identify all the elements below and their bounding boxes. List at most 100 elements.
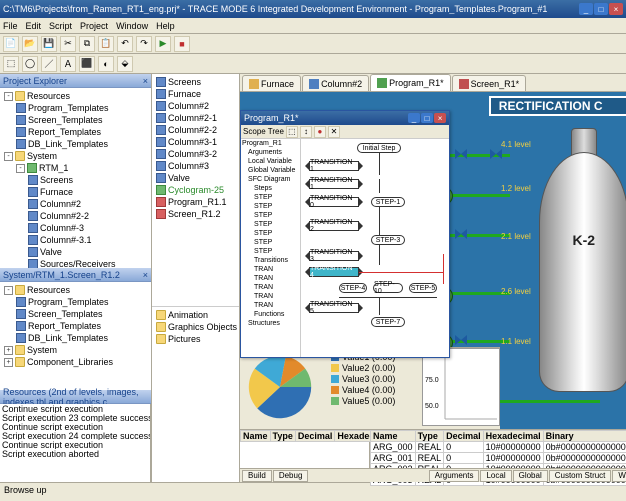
- tree-item[interactable]: TRAN: [242, 284, 299, 293]
- variables-grid-1[interactable]: NameTypeDecimalHexadecimal: [240, 430, 370, 468]
- tree-item[interactable]: -Resources: [2, 284, 149, 296]
- tree-item[interactable]: Sources/Receivers: [2, 258, 149, 268]
- tab-program[interactable]: Program_R1*: [370, 74, 451, 91]
- copy-icon[interactable]: ⧉: [79, 36, 95, 52]
- tree-item[interactable]: Program_R1: [242, 140, 299, 149]
- minimize-button[interactable]: _: [408, 113, 420, 123]
- tool-icon[interactable]: ↕: [300, 126, 312, 138]
- list-item[interactable]: Column#3-2: [154, 148, 237, 160]
- menu-window[interactable]: Window: [116, 21, 148, 31]
- tree-item[interactable]: Valve: [2, 246, 149, 258]
- list-item[interactable]: Column#2-2: [154, 124, 237, 136]
- tab-local[interactable]: Local: [480, 470, 511, 482]
- tree-item[interactable]: STEP: [242, 212, 299, 221]
- tree-item[interactable]: Column#-3: [2, 222, 149, 234]
- variables-grid-2[interactable]: NameTypeDecimalHexadecimalBinaryARG_000R…: [370, 430, 626, 468]
- close-button[interactable]: ×: [609, 3, 623, 15]
- tree-item[interactable]: +Component_Libraries: [2, 356, 149, 368]
- tree-item[interactable]: DB_Link_Templates: [2, 138, 149, 150]
- menu-file[interactable]: File: [3, 21, 18, 31]
- tree-item[interactable]: SFC Diagram: [242, 176, 299, 185]
- list-item[interactable]: Valve: [154, 172, 237, 184]
- list-item[interactable]: Pictures: [154, 333, 237, 345]
- valve-icon[interactable]: [455, 335, 467, 345]
- tool-icon[interactable]: ⬙: [117, 56, 133, 72]
- undo-icon[interactable]: ↶: [117, 36, 133, 52]
- program-editor-window[interactable]: Program_R1* _ □ × Scope Tree ⬚ ↕ ● ✕ Pro…: [240, 110, 450, 358]
- table-row[interactable]: ARG_000REAL010#000000000b#00000000000000…: [371, 442, 626, 453]
- tree-item[interactable]: Local Variable: [242, 158, 299, 167]
- valve-icon[interactable]: [490, 149, 502, 159]
- project-explorer-tree[interactable]: -ResourcesProgram_TemplatesScreen_Templa…: [0, 88, 151, 268]
- tree-item[interactable]: Column#2-2: [2, 210, 149, 222]
- maximize-button[interactable]: □: [421, 113, 433, 123]
- close-icon[interactable]: ×: [143, 270, 148, 280]
- menu-project[interactable]: Project: [80, 21, 108, 31]
- list-item[interactable]: Screens: [154, 76, 237, 88]
- list-item[interactable]: Column#2: [154, 100, 237, 112]
- tree-item[interactable]: DB_Link_Templates: [2, 332, 149, 344]
- tab-custom[interactable]: Custom Struct: [549, 470, 612, 482]
- table-row[interactable]: ARG_001REAL010#000000000b#00000000000000…: [371, 453, 626, 464]
- sfc-transition[interactable]: TRANSITION 1: [309, 179, 359, 189]
- list-item[interactable]: Program_R1.1: [154, 196, 237, 208]
- valve-icon[interactable]: [455, 149, 467, 159]
- tree-item[interactable]: Structures: [242, 320, 299, 329]
- tree-item[interactable]: TRAN: [242, 275, 299, 284]
- mid-list-2[interactable]: AnimationGraphics ObjectsPictures: [152, 306, 239, 482]
- system-tree[interactable]: -ResourcesProgram_TemplatesScreen_Templa…: [0, 282, 151, 390]
- stop-icon[interactable]: ■: [174, 36, 190, 52]
- list-item[interactable]: Screen_R1.2: [154, 208, 237, 220]
- minimize-button[interactable]: _: [579, 3, 593, 15]
- list-item[interactable]: Furnace: [154, 88, 237, 100]
- tree-item[interactable]: Steps: [242, 185, 299, 194]
- sfc-diagram[interactable]: Initial Step TRANSITION 1 TRANSITION 1 T…: [301, 139, 449, 357]
- sfc-transition[interactable]: TRANSITION 2: [309, 221, 359, 231]
- message-list[interactable]: Continue script executionScript executio…: [0, 404, 151, 482]
- tab-furnace[interactable]: Furnace: [242, 75, 301, 91]
- tool-icon[interactable]: ⬛: [79, 56, 95, 72]
- tab-global[interactable]: Global: [513, 470, 548, 482]
- tool-icon[interactable]: ◯: [22, 56, 38, 72]
- tree-item[interactable]: Program_Templates: [2, 296, 149, 308]
- sfc-step[interactable]: STEP-4: [339, 283, 367, 293]
- tree-item[interactable]: Report_Templates: [2, 126, 149, 138]
- close-button[interactable]: ×: [434, 113, 446, 123]
- tool-icon[interactable]: ✕: [328, 126, 340, 138]
- tree-item[interactable]: Functions: [242, 311, 299, 320]
- sfc-transition[interactable]: TRANSITION 1: [309, 161, 359, 171]
- sfc-step[interactable]: STEP-3: [371, 235, 405, 245]
- menu-edit[interactable]: Edit: [26, 21, 42, 31]
- tree-item[interactable]: TRAN: [242, 293, 299, 302]
- list-item[interactable]: Animation: [154, 309, 237, 321]
- tree-item[interactable]: -Resources: [2, 90, 149, 102]
- list-item[interactable]: Column#3-1: [154, 136, 237, 148]
- tool-icon[interactable]: ／: [41, 56, 57, 72]
- redo-icon[interactable]: ↷: [136, 36, 152, 52]
- tree-item[interactable]: Report_Templates: [2, 320, 149, 332]
- tab-build[interactable]: Build: [242, 470, 272, 482]
- tool-icon[interactable]: ◐: [98, 56, 114, 72]
- list-item[interactable]: Cyclogram-25: [154, 184, 237, 196]
- tab-debug[interactable]: Debug: [273, 470, 309, 482]
- sfc-step[interactable]: STEP-7: [371, 317, 405, 327]
- run-icon[interactable]: ▶: [155, 36, 171, 52]
- save-icon[interactable]: 💾: [41, 36, 57, 52]
- sfc-transition[interactable]: TRANSITION 5: [309, 303, 359, 313]
- tool-icon[interactable]: ⬚: [3, 56, 19, 72]
- tree-item[interactable]: Arguments: [242, 149, 299, 158]
- tool-icon[interactable]: Ａ: [60, 56, 76, 72]
- tree-item[interactable]: -System: [2, 150, 149, 162]
- list-item[interactable]: Column#2-1: [154, 112, 237, 124]
- list-item[interactable]: Column#3: [154, 160, 237, 172]
- tab-screen[interactable]: Screen_R1*: [452, 75, 527, 91]
- mid-list[interactable]: ScreensFurnaceColumn#2Column#2-1Column#2…: [152, 74, 239, 306]
- list-item[interactable]: Graphics Objects: [154, 321, 237, 333]
- menu-help[interactable]: Help: [156, 21, 175, 31]
- tree-item[interactable]: Screen_Templates: [2, 308, 149, 320]
- tree-item[interactable]: STEP: [242, 230, 299, 239]
- tree-item[interactable]: Column#-3.1: [2, 234, 149, 246]
- tree-item[interactable]: -RTM_1: [2, 162, 149, 174]
- tree-item[interactable]: Column#2: [2, 198, 149, 210]
- tree-item[interactable]: TRAN: [242, 266, 299, 275]
